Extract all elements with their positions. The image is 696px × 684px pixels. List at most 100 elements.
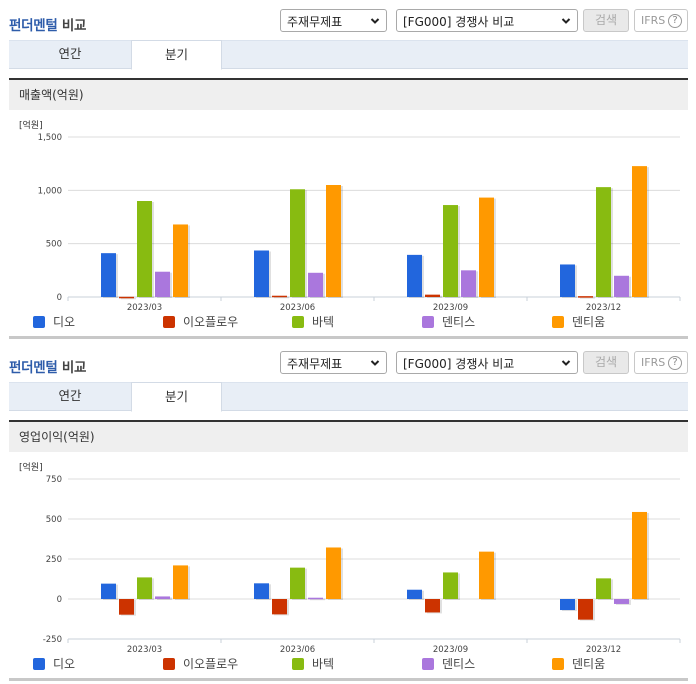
bar-1-1[interactable] bbox=[272, 599, 287, 615]
bar-2-2[interactable] bbox=[443, 205, 458, 297]
bar-0-0[interactable] bbox=[101, 253, 116, 297]
chevron-down-icon bbox=[561, 360, 571, 366]
chevron-down-icon bbox=[370, 18, 380, 24]
legend-swatch-icon bbox=[163, 316, 175, 328]
bar-2-4[interactable] bbox=[479, 197, 494, 297]
bar-0-4[interactable] bbox=[173, 565, 188, 599]
bar-0-2[interactable] bbox=[137, 201, 152, 297]
panel-title-main: 펀더멘털 bbox=[9, 18, 58, 34]
panel-title: 펀더멘털 비교 bbox=[9, 14, 86, 34]
x-tick-label: 2023/03 bbox=[127, 645, 162, 652]
fundamental-compare-panel-sales: 펀더멘털 비교 주재무제표 [FG000] 경쟁사 비교 검색 IFRS ? 연… bbox=[0, 9, 696, 339]
bar-2-0[interactable] bbox=[407, 254, 422, 297]
bar-1-1[interactable] bbox=[272, 295, 287, 298]
x-tick-label: 2023/12 bbox=[586, 303, 621, 310]
help-icon: ? bbox=[668, 14, 682, 28]
tab-annual[interactable]: 연간 bbox=[58, 388, 82, 403]
bar-0-2[interactable] bbox=[137, 577, 152, 599]
bar-2-3[interactable] bbox=[461, 270, 476, 297]
bar-3-4[interactable] bbox=[632, 166, 647, 297]
metric-header: 영업이익(억원) bbox=[9, 422, 688, 452]
ifrs-help-button[interactable]: IFRS ? bbox=[634, 351, 688, 374]
x-tick-label: 2023/09 bbox=[433, 645, 468, 652]
statement-type-value: 주재무제표 bbox=[287, 357, 343, 371]
bar-0-3[interactable] bbox=[155, 271, 170, 297]
bar-3-4[interactable] bbox=[632, 511, 647, 599]
y-axis-unit: [억원] bbox=[19, 121, 43, 131]
tab-annual[interactable]: 연간 bbox=[58, 46, 82, 61]
panel-title-sub: 비교 bbox=[61, 360, 87, 376]
ifrs-label: IFRS bbox=[641, 356, 666, 369]
legend-label: 이오플로우 bbox=[183, 657, 239, 671]
period-tabs: 연간 분기 bbox=[9, 40, 688, 70]
y-axis-unit: [억원] bbox=[19, 463, 43, 473]
legend-swatch-icon bbox=[292, 658, 304, 670]
legend-swatch-icon bbox=[163, 658, 175, 670]
bar-2-2[interactable] bbox=[443, 572, 458, 599]
y-tick-label: 500 bbox=[46, 515, 62, 525]
bar-1-0[interactable] bbox=[254, 250, 269, 297]
section-bottom-border bbox=[9, 678, 688, 681]
bar-3-0[interactable] bbox=[560, 264, 575, 297]
statement-type-value: 주재무제표 bbox=[287, 15, 343, 29]
x-tick-label: 2023/03 bbox=[127, 303, 162, 310]
bar-0-1[interactable] bbox=[119, 296, 134, 299]
ifrs-help-button[interactable]: IFRS ? bbox=[634, 9, 688, 32]
legend-swatch-icon bbox=[552, 316, 564, 328]
bar-3-1[interactable] bbox=[578, 599, 593, 620]
panel-title: 펀더멘털 비교 bbox=[9, 356, 86, 376]
section-bottom-border bbox=[9, 336, 688, 339]
bar-1-2[interactable] bbox=[290, 567, 305, 599]
chart-legend: 디오 이오플로우 바텍 덴티스 덴티움 bbox=[0, 656, 696, 672]
legend-label: 바텍 bbox=[312, 657, 335, 671]
bar-3-1[interactable] bbox=[578, 296, 593, 298]
tab-quarterly[interactable]: 분기 bbox=[131, 40, 222, 70]
statement-type-select[interactable]: 주재무제표 bbox=[280, 351, 387, 374]
bar-0-4[interactable] bbox=[173, 224, 188, 297]
bar-2-0[interactable] bbox=[407, 589, 422, 599]
statement-type-select[interactable]: 주재무제표 bbox=[280, 9, 387, 32]
bar-2-1[interactable] bbox=[425, 599, 440, 613]
bar-0-3[interactable] bbox=[155, 596, 170, 599]
bar-0-1[interactable] bbox=[119, 599, 134, 615]
bar-1-4[interactable] bbox=[326, 185, 341, 297]
legend-label: 바텍 bbox=[312, 315, 335, 329]
y-tick-label: -250 bbox=[43, 635, 62, 645]
legend-swatch-icon bbox=[33, 658, 45, 670]
compare-group-select[interactable]: [FG000] 경쟁사 비교 bbox=[396, 351, 578, 374]
chart-plot: 0 500 1,000 1,500 2023/03 2023/06 2023/09 2023/… bbox=[38, 133, 681, 310]
x-tick-label: 2023/09 bbox=[433, 303, 468, 310]
legend-swatch-icon bbox=[292, 316, 304, 328]
bar-1-0[interactable] bbox=[254, 583, 269, 599]
compare-group-select[interactable]: [FG000] 경쟁사 비교 bbox=[396, 9, 578, 32]
bar-1-2[interactable] bbox=[290, 189, 305, 297]
operating-profit-bar-chart: [억원] -250 0 250 500 750 2023/03 2023/06 2023/09… bbox=[0, 452, 696, 678]
bar-3-3[interactable] bbox=[614, 275, 629, 297]
legend-label: 덴티움 bbox=[572, 657, 606, 671]
x-tick-label: 2023/06 bbox=[280, 645, 315, 652]
chevron-down-icon bbox=[370, 360, 380, 366]
bar-3-0[interactable] bbox=[560, 599, 575, 611]
bar-3-3[interactable] bbox=[614, 599, 629, 604]
x-tick-label: 2023/06 bbox=[280, 303, 315, 310]
search-button[interactable]: 검색 bbox=[583, 351, 629, 374]
bar-1-4[interactable] bbox=[326, 547, 341, 599]
bar-1-3[interactable] bbox=[308, 597, 323, 600]
legend-label: 이오플로우 bbox=[183, 315, 239, 329]
y-tick-label: 750 bbox=[46, 475, 62, 485]
period-tabs: 연간 분기 bbox=[9, 382, 688, 412]
legend-label: 덴티스 bbox=[442, 315, 476, 329]
legend-swatch-icon bbox=[422, 316, 434, 328]
search-button[interactable]: 검색 bbox=[583, 9, 629, 32]
tab-quarterly[interactable]: 분기 bbox=[131, 382, 222, 412]
legend-swatch-icon bbox=[33, 316, 45, 328]
bar-3-2[interactable] bbox=[596, 187, 611, 297]
legend-label: 디오 bbox=[53, 657, 76, 671]
bar-3-2[interactable] bbox=[596, 578, 611, 599]
legend-swatch-icon bbox=[552, 658, 564, 670]
chart-legend: 디오 이오플로우 바텍 덴티스 덴티움 bbox=[0, 314, 696, 330]
bar-1-3[interactable] bbox=[308, 272, 323, 297]
bar-0-0[interactable] bbox=[101, 583, 116, 599]
bar-2-4[interactable] bbox=[479, 551, 494, 599]
bar-2-1[interactable] bbox=[425, 294, 440, 297]
